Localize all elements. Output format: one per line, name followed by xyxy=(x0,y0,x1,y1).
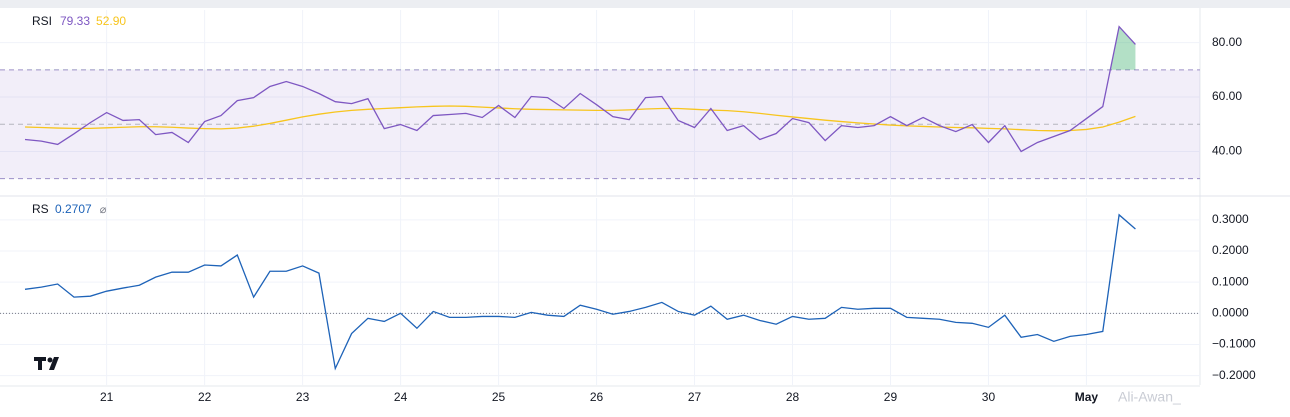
x-tick-label: 21 xyxy=(100,390,114,404)
y-tick-label: −0.1000 xyxy=(1212,337,1256,351)
y-tick-label: 0.3000 xyxy=(1212,212,1249,226)
watermark: Ali-Awan_ xyxy=(1118,389,1181,405)
series-line xyxy=(24,25,1136,153)
x-tick-label: 30 xyxy=(982,390,996,404)
top-strip xyxy=(0,0,1290,8)
x-tick-label: May xyxy=(1075,390,1099,404)
y-tick-label: 0.1000 xyxy=(1212,274,1249,288)
rs-pane: −0.2000 −0.1000 0.0000 0.1000 0.2000 0.3000 RS… xyxy=(0,198,1256,404)
pane-title: RS xyxy=(32,202,49,216)
legend-value: 52.90 xyxy=(96,14,126,28)
x-tick-label: 22 xyxy=(198,390,212,404)
x-tick-label: 24 xyxy=(394,390,408,404)
series-line xyxy=(24,213,1136,371)
logo xyxy=(34,357,59,370)
rsi-pane: 40.00 60.00 80.00 RSI 79.33 52.90 xyxy=(0,10,1242,195)
y-tick-label: 60.00 xyxy=(1212,89,1242,103)
pane-title: RSI xyxy=(32,14,52,28)
x-tick-label: 28 xyxy=(786,390,800,404)
y-tick-label: −0.2000 xyxy=(1212,368,1256,382)
y-tick-label: 80.00 xyxy=(1212,35,1242,49)
y-tick-label: 40.00 xyxy=(1212,144,1242,158)
x-tick-label: 25 xyxy=(492,390,506,404)
x-tick-label: 29 xyxy=(884,390,898,404)
y-tick-label: 0.2000 xyxy=(1212,243,1249,257)
x-tick-label: 27 xyxy=(688,390,702,404)
legend-value: 79.33 xyxy=(60,14,90,28)
status-icon: ⌀ xyxy=(100,204,107,216)
series-line xyxy=(24,105,1136,132)
x-tick-label: 23 xyxy=(296,390,310,404)
y-tick-label: 0.0000 xyxy=(1212,305,1249,319)
legend-value: 0.2707 xyxy=(55,202,92,216)
x-tick-label: 26 xyxy=(590,390,604,404)
